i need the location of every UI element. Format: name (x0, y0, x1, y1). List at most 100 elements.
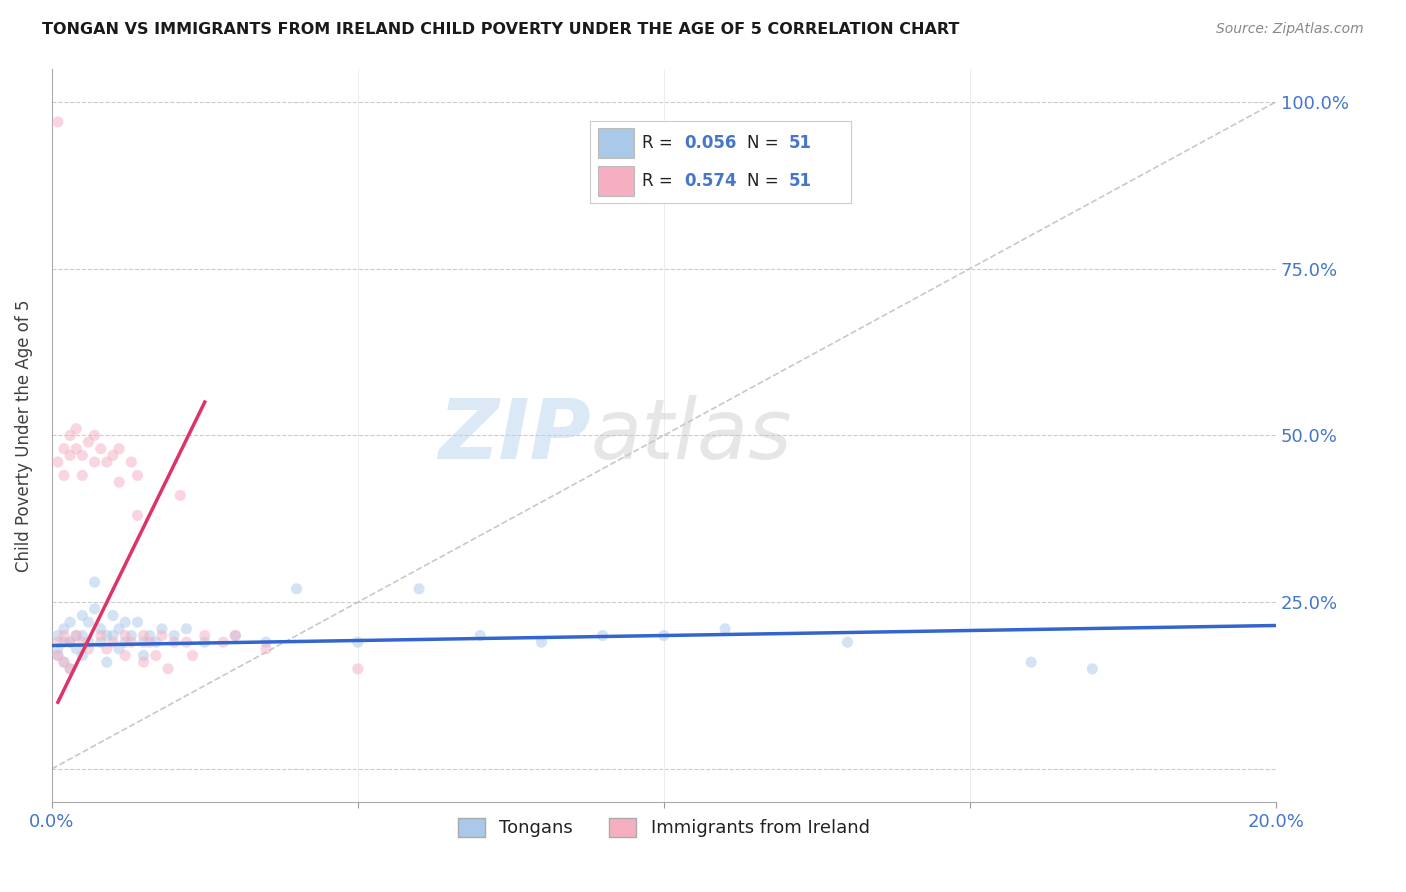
Point (138, 635, 160, 649)
Point (127, 615, 149, 629)
Point (470, 628, 492, 642)
Point (90, 628, 112, 642)
Text: 51: 51 (789, 172, 811, 190)
Point (53, 622, 76, 636)
Point (114, 628, 136, 642)
Point (1081, 662, 1104, 676)
Point (65, 641, 87, 656)
Point (46, 648, 69, 663)
Text: R =: R = (643, 134, 678, 152)
Text: R =: R = (643, 172, 678, 190)
Point (181, 648, 204, 663)
Point (194, 635, 217, 649)
Text: N =: N = (747, 134, 783, 152)
Point (224, 628, 246, 642)
FancyBboxPatch shape (598, 128, 634, 158)
Point (108, 442, 131, 456)
Point (212, 635, 235, 649)
Point (194, 628, 217, 642)
Point (59, 662, 82, 676)
Point (65, 422, 87, 436)
Point (592, 628, 614, 642)
Point (176, 635, 198, 649)
Point (120, 628, 142, 642)
Point (138, 628, 160, 642)
Text: Source: ZipAtlas.com: Source: ZipAtlas.com (1216, 22, 1364, 37)
Point (108, 622, 131, 636)
Point (46, 648, 69, 663)
Point (101, 449, 124, 463)
Text: 0.056: 0.056 (683, 134, 737, 152)
Point (53, 655, 76, 669)
Point (714, 622, 737, 636)
Point (83, 575, 105, 590)
Point (77, 615, 100, 629)
Point (77, 641, 100, 656)
Point (176, 622, 198, 636)
Point (65, 442, 87, 456)
Point (77, 435, 100, 450)
Point (837, 635, 859, 649)
Point (169, 488, 191, 502)
Point (96, 641, 118, 656)
Text: TONGAN VS IMMIGRANTS FROM IRELAND CHILD POVERTY UNDER THE AGE OF 5 CORRELATION C: TONGAN VS IMMIGRANTS FROM IRELAND CHILD … (42, 22, 959, 37)
Point (59, 449, 82, 463)
Point (72, 635, 94, 649)
Point (150, 628, 173, 642)
Point (157, 662, 180, 676)
Point (90, 622, 112, 636)
FancyBboxPatch shape (598, 166, 634, 195)
Point (132, 648, 155, 663)
Point (108, 641, 131, 656)
Point (132, 628, 155, 642)
Point (145, 648, 167, 663)
Point (132, 635, 155, 649)
Point (114, 615, 136, 629)
Point (120, 635, 142, 649)
Point (46, 635, 69, 649)
Point (114, 635, 136, 649)
Point (53, 655, 76, 669)
Point (96, 655, 118, 669)
Point (163, 635, 186, 649)
Point (90, 442, 112, 456)
Text: N =: N = (747, 172, 783, 190)
Point (83, 455, 105, 469)
Point (65, 628, 87, 642)
Point (53, 442, 76, 456)
Point (72, 628, 94, 642)
Text: 0.574: 0.574 (683, 172, 737, 190)
Point (145, 635, 167, 649)
Point (59, 428, 82, 442)
Point (96, 628, 118, 642)
Y-axis label: Child Poverty Under the Age of 5: Child Poverty Under the Age of 5 (15, 299, 32, 572)
Point (53, 635, 76, 649)
Text: ZIP: ZIP (437, 395, 591, 476)
Point (77, 635, 100, 649)
Point (346, 635, 368, 649)
Point (101, 628, 124, 642)
Point (59, 635, 82, 649)
Point (65, 628, 87, 642)
Point (150, 622, 173, 636)
Point (127, 508, 149, 523)
Point (46, 641, 69, 656)
Point (59, 615, 82, 629)
Point (108, 475, 131, 489)
Point (652, 628, 675, 642)
Point (224, 628, 246, 642)
Point (59, 662, 82, 676)
Point (120, 455, 142, 469)
Point (53, 628, 76, 642)
Point (83, 602, 105, 616)
Point (101, 635, 124, 649)
Point (59, 635, 82, 649)
Point (127, 468, 149, 483)
Point (46, 628, 69, 642)
Point (72, 648, 94, 663)
Point (346, 662, 368, 676)
Text: 51: 51 (789, 134, 811, 152)
Point (72, 608, 94, 623)
Point (46, 455, 69, 469)
Point (72, 449, 94, 463)
